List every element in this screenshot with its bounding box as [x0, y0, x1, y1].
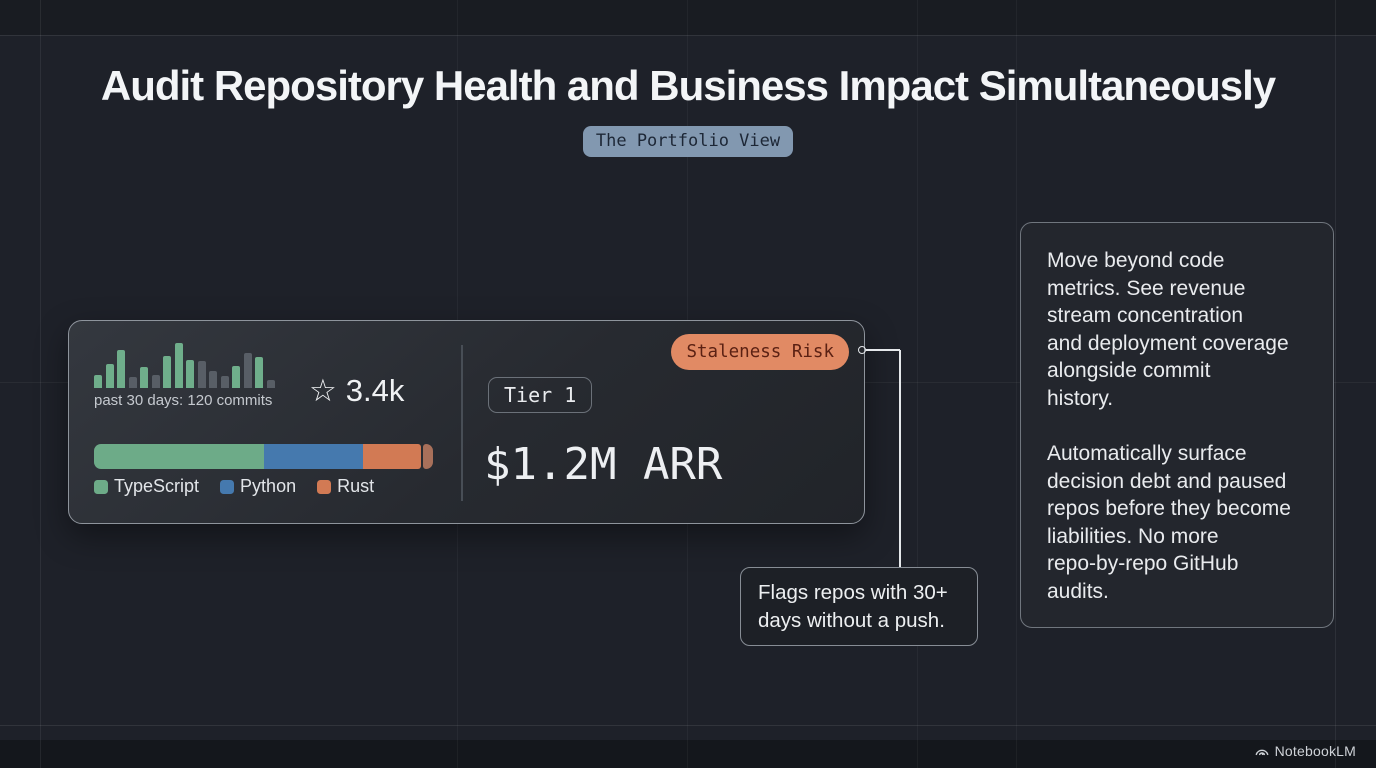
top-band — [0, 0, 1376, 35]
commit-bar — [128, 377, 137, 388]
notebooklm-logo-icon — [1254, 743, 1270, 759]
language-segment-python — [264, 444, 364, 469]
grid-line — [1016, 0, 1017, 768]
commit-bar — [117, 350, 125, 388]
commit-bar — [105, 364, 114, 388]
footer-band — [0, 740, 1376, 768]
panel-paragraph-2: Automatically surface decision debt and … — [1047, 442, 1291, 603]
legend-item-typescript: TypeScript — [94, 476, 199, 497]
grid-line — [917, 0, 918, 768]
grid-line — [40, 0, 41, 768]
brand-lockup: NotebookLM — [1254, 743, 1356, 759]
commit-bar — [151, 375, 160, 388]
staleness-callout: Flags repos with 30+ days without a push… — [740, 567, 978, 646]
legend-label: Python — [240, 476, 297, 496]
language-bar-tail — [423, 444, 433, 469]
commit-bar — [140, 367, 148, 388]
staleness-risk-pill: Staleness Risk — [671, 334, 849, 370]
legend-item-rust: Rust — [317, 476, 374, 497]
badge-row: The Portfolio View — [0, 126, 1376, 157]
language-legend: TypeScript Python Rust — [94, 476, 374, 497]
legend-item-python: Python — [220, 476, 296, 497]
commit-bar — [94, 375, 102, 388]
commit-bar — [220, 376, 229, 388]
connector-line-horizontal — [866, 349, 900, 351]
language-bar-row — [94, 444, 433, 469]
commit-bar — [255, 357, 263, 388]
grid-line — [1335, 0, 1336, 768]
grid-line — [0, 35, 1376, 36]
legend-label: TypeScript — [114, 476, 200, 496]
commit-bar — [243, 353, 252, 388]
legend-label: Rust — [337, 476, 375, 496]
connector-dot — [858, 346, 866, 354]
commit-bar — [174, 343, 183, 388]
connector-line-vertical — [899, 350, 901, 567]
card-divider — [461, 345, 463, 501]
commit-bar — [186, 360, 194, 388]
language-segment-typescript — [94, 444, 265, 469]
legend-swatch — [220, 479, 235, 494]
language-bar — [94, 444, 421, 469]
commit-bar — [232, 366, 240, 388]
legend-swatch — [94, 479, 108, 494]
arr-value: $1.2M ARR — [484, 439, 723, 490]
commit-bar — [209, 371, 217, 388]
commit-bar — [163, 356, 171, 388]
commit-chart-caption: past 30 days: 120 commits — [94, 392, 273, 409]
legend-swatch — [317, 479, 332, 494]
star-count: 3.4k — [345, 373, 405, 408]
star-count-row: ☆ 3.4k — [309, 375, 404, 406]
page-title: Audit Repository Health and Business Imp… — [100, 62, 1276, 109]
panel-paragraph-1: Move beyond code metrics. See revenue st… — [1047, 249, 1289, 410]
commit-bar — [266, 380, 275, 388]
portfolio-view-badge: The Portfolio View — [582, 126, 794, 157]
description-panel: Move beyond code metrics. See revenue st… — [1020, 222, 1334, 628]
commit-bar — [197, 361, 206, 388]
commit-bars — [94, 342, 275, 388]
brand-name: NotebookLM — [1274, 743, 1356, 759]
language-segment-rust — [363, 444, 421, 469]
grid-line — [0, 725, 1376, 726]
repo-metrics-card: past 30 days: 120 commits ☆ 3.4k TypeScr… — [68, 320, 865, 524]
star-icon: ☆ — [309, 373, 337, 408]
tier-badge: Tier 1 — [488, 377, 593, 413]
